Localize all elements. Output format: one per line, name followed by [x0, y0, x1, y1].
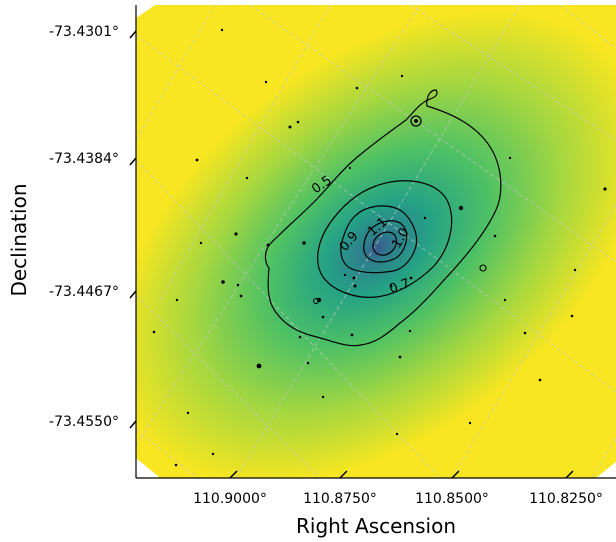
y-tick-label: -73.4467° [49, 284, 119, 300]
bright-star-ring [410, 115, 422, 127]
star-ring [479, 264, 487, 272]
axis-ticks: 110.9000° 110.8750° 110.8500° 110.8250° -73.… [49, 24, 603, 507]
grid-line [136, 5, 421, 446]
grid-line [136, 429, 199, 478]
contour-1-0 [363, 220, 408, 263]
x-axis-label: Right Ascension [296, 514, 456, 538]
y-tick-mark [129, 30, 137, 39]
star [395, 432, 399, 436]
star [211, 452, 215, 456]
star [152, 330, 156, 334]
y-tick-mark [129, 290, 137, 299]
star [350, 333, 354, 337]
coordinate-grid [136, 5, 616, 478]
star [298, 335, 302, 339]
grid-line [136, 294, 321, 478]
image-background [136, 5, 616, 478]
y-tick-mark [129, 420, 137, 429]
y-tick-mark [129, 157, 137, 166]
star [234, 232, 238, 236]
star-field [152, 28, 607, 467]
star [199, 241, 203, 245]
star [389, 284, 393, 288]
star [288, 125, 292, 129]
corner-blank-bottom-right [596, 462, 616, 478]
star [220, 28, 224, 32]
star [236, 283, 240, 287]
sky-image: 0.50.70.9 1.01.1 [136, 5, 616, 478]
star [321, 395, 325, 399]
star [468, 421, 472, 425]
star [174, 463, 178, 467]
y-tick-label: -73.4550° [49, 414, 119, 430]
star [603, 187, 607, 191]
grid-line [591, 437, 616, 478]
star [458, 205, 464, 211]
star [503, 298, 507, 302]
star [538, 378, 542, 382]
star [296, 120, 300, 124]
contour-0-9 [340, 205, 418, 274]
star [343, 273, 347, 277]
grid-line [409, 5, 616, 141]
star [523, 331, 527, 335]
x-tick-label: 110.8250° [529, 491, 603, 507]
x-tick-mark [339, 470, 348, 479]
star [302, 241, 306, 245]
star [570, 314, 574, 318]
grid-line [159, 5, 331, 301]
y-axis-label: Declination [7, 183, 31, 296]
star [195, 158, 199, 162]
star [256, 363, 262, 369]
star [493, 234, 497, 238]
star-ring [313, 298, 319, 304]
star [352, 276, 356, 280]
star [264, 80, 268, 84]
star [321, 315, 325, 319]
contour-0-7 [317, 180, 453, 298]
y-tick-label: -73.4301° [49, 24, 119, 40]
star [573, 268, 577, 272]
x-tick-mark [451, 470, 460, 479]
corner-blank-top-left [136, 5, 155, 18]
grid-line [136, 34, 616, 393]
contour-0-5 [264, 89, 502, 347]
star [400, 74, 404, 78]
x-tick-label: 110.9000° [193, 491, 267, 507]
star [353, 284, 357, 288]
star [348, 166, 352, 170]
contour-label: 0.7 [388, 276, 413, 297]
star [306, 361, 310, 365]
star [355, 86, 359, 90]
y-tick-label: -73.4384° [49, 151, 119, 167]
grid-line [136, 159, 441, 478]
star [239, 294, 243, 298]
contour-1-1 [372, 231, 398, 256]
bright-star [414, 119, 418, 123]
star [409, 276, 413, 280]
grid-line [235, 5, 521, 478]
grid-line [136, 5, 216, 141]
x-tick-mark [565, 470, 574, 479]
star [186, 411, 190, 415]
contour-lines [264, 89, 502, 347]
x-tick-label: 110.8500° [415, 491, 489, 507]
star [408, 329, 412, 333]
corner-blank-bottom-left [136, 458, 160, 478]
star [245, 176, 249, 180]
grid-line [249, 5, 616, 263]
grid-line [559, 5, 616, 49]
star [508, 156, 512, 160]
star [175, 298, 179, 302]
x-tick-mark [229, 470, 238, 479]
star [221, 280, 225, 284]
x-tick-label: 110.8750° [303, 491, 377, 507]
star [398, 355, 402, 359]
star [423, 216, 427, 220]
